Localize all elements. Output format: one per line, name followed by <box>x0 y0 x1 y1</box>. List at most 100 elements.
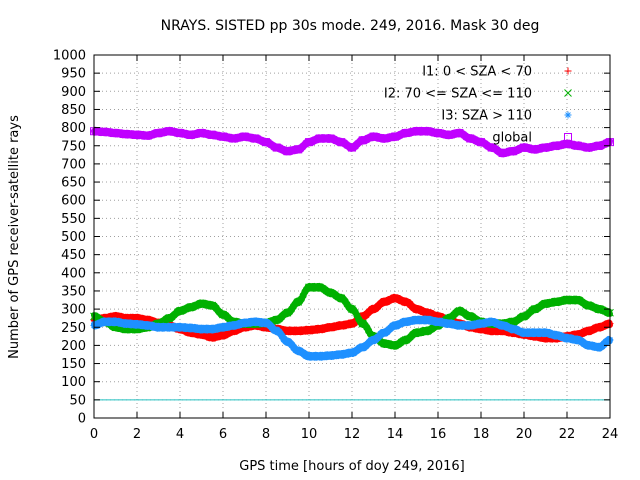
y-tick-label: 850 <box>61 103 86 118</box>
data-point <box>380 134 389 143</box>
data-point <box>584 143 593 152</box>
data-point <box>327 323 334 331</box>
marker-stroke <box>478 320 484 327</box>
data-point <box>423 127 432 136</box>
marker-stroke <box>186 303 195 312</box>
data-point <box>391 321 399 329</box>
data-point <box>595 323 603 331</box>
series-band <box>91 126 613 158</box>
marker-stroke <box>574 337 581 343</box>
marker-stroke <box>155 324 162 331</box>
marker-stroke <box>444 130 453 139</box>
data-point <box>219 132 227 141</box>
data-point <box>208 130 217 139</box>
marker-stroke <box>123 320 130 327</box>
data-point <box>112 318 119 326</box>
x-tick-label: 0 <box>90 427 98 442</box>
y-tick-label: 350 <box>61 284 86 299</box>
y-tick-label: 100 <box>61 375 86 390</box>
marker-stroke <box>101 319 108 325</box>
marker-stroke <box>165 127 174 136</box>
marker-stroke <box>391 132 399 141</box>
marker-stroke <box>208 301 217 310</box>
data-point <box>401 336 410 344</box>
data-point <box>229 134 238 143</box>
data-point <box>466 134 475 143</box>
data-point <box>305 138 313 147</box>
data-point <box>176 129 184 138</box>
data-point <box>520 312 528 321</box>
marker-stroke <box>283 308 292 317</box>
marker-stroke <box>112 319 119 325</box>
data-point <box>122 320 130 328</box>
data-point <box>434 129 442 138</box>
marker-stroke <box>251 134 260 143</box>
data-point <box>176 307 184 315</box>
y-tick-label: 650 <box>61 176 86 191</box>
marker-stroke <box>262 138 270 147</box>
marker-stroke <box>477 138 485 147</box>
marker-stroke <box>229 134 238 143</box>
data-point <box>509 317 518 326</box>
data-point <box>197 129 206 138</box>
data-point <box>133 320 141 328</box>
data-point <box>197 299 206 308</box>
data-point <box>542 329 549 337</box>
data-point <box>219 331 227 339</box>
marker-stroke <box>585 342 592 349</box>
y-tick-label: 550 <box>61 212 86 227</box>
data-point <box>412 328 421 337</box>
legend-marker <box>564 67 572 75</box>
data-point <box>498 149 507 158</box>
data-point <box>520 329 528 337</box>
data-point <box>262 319 270 327</box>
data-point <box>358 319 367 328</box>
x-axis-label: GPS time [hours of doy 249, 2016] <box>239 459 464 474</box>
marker-stroke <box>305 138 313 147</box>
data-point <box>327 352 334 360</box>
data-point <box>294 297 303 306</box>
data-point <box>445 320 453 328</box>
data-point <box>412 127 421 136</box>
marker-stroke <box>348 305 356 313</box>
marker-stroke <box>144 322 151 329</box>
x-tick-label: 4 <box>176 427 184 442</box>
data-point <box>434 318 442 326</box>
data-point <box>241 319 248 327</box>
marker-stroke <box>273 328 280 334</box>
data-point <box>541 299 550 308</box>
marker-stroke <box>283 147 292 156</box>
data-point <box>326 288 335 297</box>
x-tick-label: 6 <box>219 427 227 442</box>
marker-stroke <box>564 89 572 97</box>
marker-stroke <box>240 132 249 141</box>
marker-stroke <box>358 136 367 145</box>
marker-stroke <box>520 143 528 152</box>
marker-stroke <box>306 353 312 360</box>
data-point <box>251 134 260 143</box>
y-tick-label: 700 <box>61 157 86 172</box>
marker-stroke <box>327 352 334 359</box>
data-point <box>143 131 152 140</box>
y-tick-label: 0 <box>78 412 86 427</box>
data-point <box>595 141 604 150</box>
marker-stroke <box>326 134 335 143</box>
marker-stroke <box>520 312 528 321</box>
data-point <box>348 320 356 328</box>
data-point <box>155 323 162 331</box>
marker-stroke <box>272 316 281 324</box>
legend-marker <box>564 133 572 141</box>
data-point <box>284 327 291 335</box>
data-point <box>370 336 377 344</box>
marker-stroke <box>100 127 109 136</box>
marker-stroke <box>456 322 463 329</box>
data-point <box>531 329 539 337</box>
y-tick-label: 1000 <box>53 49 86 64</box>
marker-stroke <box>337 294 346 303</box>
marker-stroke <box>466 312 475 321</box>
data-point <box>294 327 302 335</box>
data-point <box>584 301 593 310</box>
marker-stroke <box>315 134 324 143</box>
data-point <box>423 316 431 324</box>
y-tick-label: 450 <box>61 248 86 263</box>
